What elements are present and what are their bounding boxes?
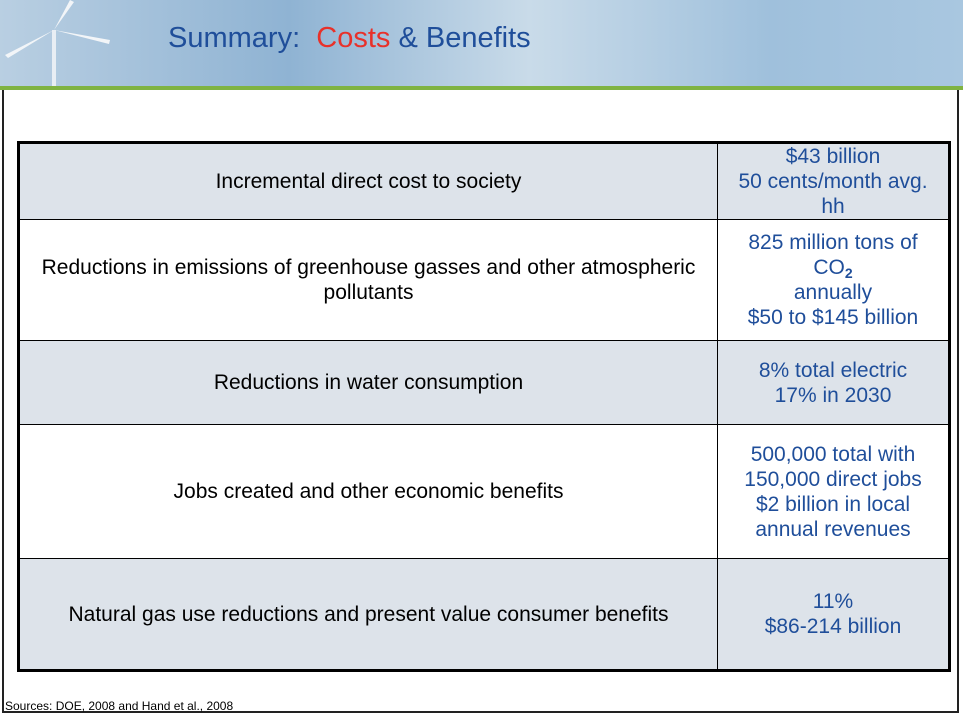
row-label: Incremental direct cost to society bbox=[18, 142, 718, 220]
turbine-tower bbox=[52, 30, 56, 88]
value-line: 8% total electric bbox=[758, 358, 908, 382]
value-line: $50 to $145 billion bbox=[747, 306, 919, 329]
summary-table: Incremental direct cost to society $43 b… bbox=[17, 141, 951, 672]
subscript: 2 bbox=[844, 265, 853, 281]
table-row: Reductions in emissions of greenhouse ga… bbox=[18, 219, 950, 341]
value-line: 825 million tons of CO bbox=[748, 231, 918, 279]
row-value: 8% total electric 17% in 2030 bbox=[717, 340, 950, 425]
table-row: Incremental direct cost to society $43 b… bbox=[18, 142, 950, 220]
turbine-blade bbox=[54, 30, 110, 44]
row-value: 825 million tons of CO2 annually $50 to $1… bbox=[717, 219, 950, 341]
value-line: $86-214 billion bbox=[764, 615, 902, 638]
slide-title: Summary: Costs & Benefits bbox=[168, 22, 531, 55]
turbine-blade bbox=[54, 0, 74, 30]
source-note: Sources: DOE, 2008 and Hand et al., 2008 bbox=[5, 699, 234, 713]
row-label: Reductions in emissions of greenhouse ga… bbox=[18, 219, 718, 341]
value-line: 17% in 2030 bbox=[774, 383, 892, 407]
value-line: 500,000 total with bbox=[750, 442, 916, 466]
value-line: 50 cents/month avg. hh bbox=[738, 170, 928, 218]
value-line: $2 billion in local bbox=[755, 492, 911, 516]
row-value: 500,000 total with 150,000 direct jobs $2 … bbox=[717, 424, 950, 559]
turbine-icon bbox=[5, 0, 110, 88]
table-row: Reductions in water consumption 8% total… bbox=[18, 340, 950, 425]
title-text: & Benefits bbox=[398, 22, 531, 54]
value-line: 150,000 direct jobs bbox=[744, 467, 922, 491]
header-rule bbox=[0, 86, 963, 90]
table-row: Jobs created and other economic benefits… bbox=[18, 424, 950, 559]
row-value: 11% $86-214 billion bbox=[717, 558, 950, 671]
row-label: Reductions in water consumption bbox=[18, 340, 718, 425]
row-label: Jobs created and other economic benefits bbox=[18, 424, 718, 559]
header-band bbox=[0, 0, 963, 86]
value-line: 11% bbox=[812, 590, 854, 613]
table-row: Natural gas use reductions and present v… bbox=[18, 558, 950, 671]
turbine-blade bbox=[5, 30, 54, 58]
value-line: annually bbox=[793, 281, 873, 304]
title-text: Summary: bbox=[168, 22, 301, 54]
row-value: $43 billion 50 cents/month avg. hh bbox=[717, 142, 950, 220]
value-line: $43 billion bbox=[785, 145, 881, 168]
value-line: annual revenues bbox=[755, 517, 911, 541]
title-highlight: Costs bbox=[316, 22, 391, 54]
row-label: Natural gas use reductions and present v… bbox=[18, 558, 718, 671]
